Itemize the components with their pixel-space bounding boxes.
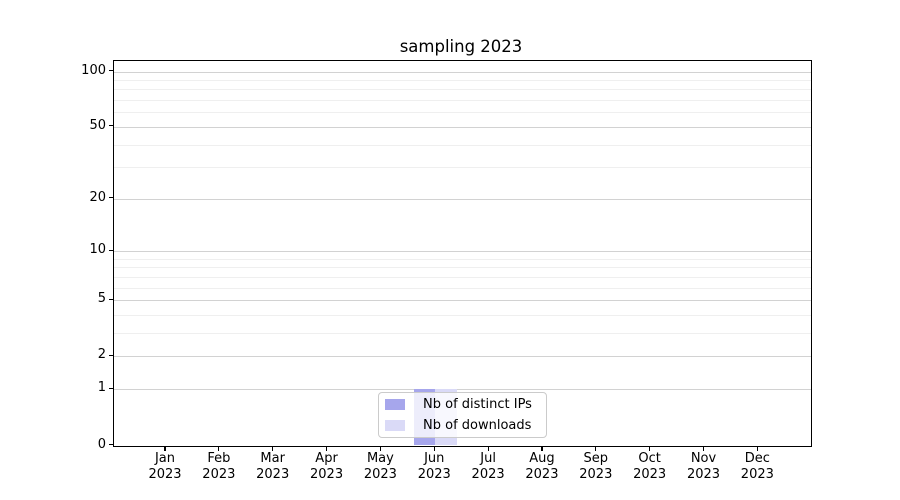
x-tick-0 xyxy=(164,446,166,451)
y-tick-5 xyxy=(109,298,113,300)
legend-swatch-downloads xyxy=(385,420,405,431)
y-tick-label-20: 20 xyxy=(89,189,106,205)
gridline-minor-y4 xyxy=(114,315,811,317)
x-tick-label-0: Jan 2023 xyxy=(148,451,182,482)
y-tick-0 xyxy=(109,443,113,446)
legend-label: Nb of downloads xyxy=(423,418,532,433)
x-tick-6 xyxy=(487,446,489,451)
gridline-minor-y7 xyxy=(114,276,811,278)
x-tick-3 xyxy=(325,446,328,451)
y-tick-label-100: 100 xyxy=(81,62,106,78)
legend-item: Nb of downloads xyxy=(385,417,546,435)
y-tick-label-0: 0 xyxy=(97,436,106,452)
gridline-minor-y9 xyxy=(114,258,811,260)
gridline-minor-y80 xyxy=(114,89,811,91)
gridline-minor-y8 xyxy=(114,267,811,269)
y-tick-50 xyxy=(109,125,113,127)
y-tick-10 xyxy=(109,249,113,251)
x-tick-label-6: Jul 2023 xyxy=(471,451,505,482)
gridline-y1 xyxy=(114,389,811,391)
x-tick-label-10: Nov 2023 xyxy=(686,451,721,482)
gridline-minor-y40 xyxy=(114,144,811,146)
gridline-y5 xyxy=(114,300,811,302)
y-tick-2 xyxy=(109,354,113,357)
gridline-minor-y30 xyxy=(114,167,811,169)
x-tick-11 xyxy=(756,446,758,451)
x-tick-1 xyxy=(218,446,220,451)
x-tick-5 xyxy=(433,446,435,451)
x-tick-label-2: Mar 2023 xyxy=(256,451,290,482)
x-tick-label-7: Aug 2023 xyxy=(525,451,559,482)
y-tick-100 xyxy=(109,69,113,72)
x-tick-4 xyxy=(379,446,381,451)
legend-swatch-distinct-ips xyxy=(385,399,405,410)
gridline-minor-y3 xyxy=(114,333,811,335)
x-tick-label-3: Apr 2023 xyxy=(310,451,344,482)
x-tick-2 xyxy=(272,446,274,451)
x-tick-8 xyxy=(595,446,597,451)
x-tick-label-8: Sep 2023 xyxy=(579,451,613,482)
y-tick-label-1: 1 xyxy=(97,380,106,396)
gridline-minor-y90 xyxy=(114,79,811,81)
x-tick-label-5: Jun 2023 xyxy=(417,451,451,482)
y-tick-label-10: 10 xyxy=(89,242,106,258)
y-tick-label-2: 2 xyxy=(97,347,106,363)
gridline-minor-y60 xyxy=(114,112,811,114)
legend-label: Nb of distinct IPs xyxy=(423,397,532,412)
gridline-minor-y70 xyxy=(114,100,811,102)
gridline-y20 xyxy=(114,198,811,200)
gridline-y2 xyxy=(114,356,811,358)
x-tick-label-11: Dec 2023 xyxy=(740,451,774,482)
chart-title: sampling 2023 xyxy=(399,37,523,56)
gridline-minor-y6 xyxy=(114,287,811,289)
y-tick-label-5: 5 xyxy=(97,291,106,307)
gridline-y10 xyxy=(114,251,811,253)
gridline-y50 xyxy=(114,126,811,128)
gridline-y100 xyxy=(114,71,811,73)
y-tick-20 xyxy=(109,197,113,199)
x-tick-label-9: Oct 2023 xyxy=(633,451,667,482)
legend: Nb of distinct IPs Nb of downloads xyxy=(378,392,547,438)
x-tick-label-4: May 2023 xyxy=(363,451,397,482)
x-tick-label-1: Feb 2023 xyxy=(202,451,236,482)
x-tick-9 xyxy=(649,446,651,451)
x-tick-10 xyxy=(702,446,705,451)
legend-item: Nb of distinct IPs xyxy=(385,396,546,414)
y-tick-1 xyxy=(109,387,113,389)
plot-area xyxy=(113,60,812,447)
x-tick-7 xyxy=(541,446,543,451)
y-tick-label-50: 50 xyxy=(89,117,106,133)
